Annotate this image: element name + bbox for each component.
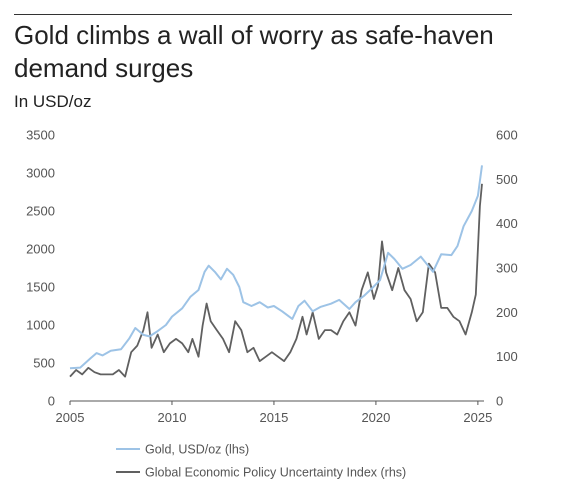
y-right-tick-label: 500 <box>496 172 518 187</box>
x-tick-label: 2020 <box>361 410 390 425</box>
chart-subtitle: In USD/oz <box>14 92 92 111</box>
title-rule <box>14 14 512 15</box>
legend-uncertainty-label: Global Economic Policy Uncertainty Index… <box>145 466 406 480</box>
y-right-axis-ticks: 0 100 200 300 400 500 600 <box>496 128 518 409</box>
policy-uncertainty-line <box>69 183 483 378</box>
gold-price-line <box>69 165 483 370</box>
y-right-tick-label: 0 <box>496 394 503 409</box>
x-tick-label: 2015 <box>259 410 288 425</box>
y-left-axis-ticks: 0 500 1000 1500 2000 2500 3000 3500 <box>26 128 55 409</box>
y-left-tick-label: 2500 <box>26 204 55 219</box>
x-tick-label: 2010 <box>158 410 187 425</box>
chart-title: Gold climbs a wall of worry as safe-have… <box>14 20 494 83</box>
y-left-tick-label: 3000 <box>26 166 55 181</box>
y-right-tick-label: 200 <box>496 305 518 320</box>
x-tick-label: 2005 <box>56 410 85 425</box>
y-left-tick-label: 1000 <box>26 318 55 333</box>
y-left-tick-label: 1500 <box>26 280 55 295</box>
legend-gold-label: Gold, USD/oz (lhs) <box>145 443 249 457</box>
y-right-tick-label: 600 <box>496 128 518 143</box>
y-left-tick-label: 3500 <box>26 128 55 143</box>
y-right-tick-label: 300 <box>496 261 518 276</box>
y-left-tick-label: 2000 <box>26 242 55 257</box>
x-axis-ticks: 2005 2010 2015 2020 2025 <box>56 401 492 425</box>
legend: Gold, USD/oz (lhs) Global Economic Policy… <box>116 443 406 480</box>
y-right-tick-label: 400 <box>496 216 518 231</box>
y-right-tick-label: 100 <box>496 349 518 364</box>
series-group <box>69 165 483 378</box>
y-left-tick-label: 0 <box>48 394 55 409</box>
x-tick-label: 2025 <box>463 410 492 425</box>
y-left-tick-label: 500 <box>33 356 55 371</box>
